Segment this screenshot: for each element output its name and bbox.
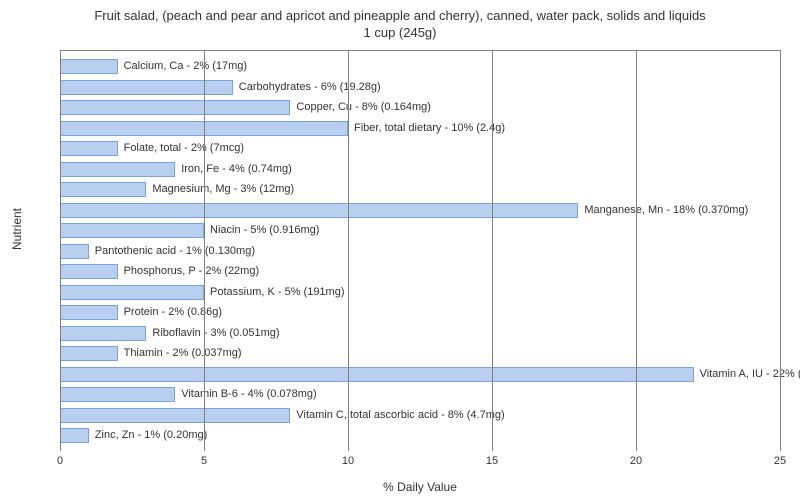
bar-label: Phosphorus, P - 2% (22mg) <box>124 265 260 277</box>
bar-row: Vitamin B-6 - 4% (0.078mg) <box>60 385 780 406</box>
bar-row: Zinc, Zn - 1% (0.20mg) <box>60 426 780 447</box>
bar-row: Riboflavin - 3% (0.051mg) <box>60 324 780 345</box>
bar-label: Iron, Fe - 4% (0.74mg) <box>181 163 292 175</box>
gridline <box>348 51 349 451</box>
bar-row: Iron, Fe - 4% (0.74mg) <box>60 160 780 181</box>
bar-label: Fiber, total dietary - 10% (2.4g) <box>354 122 505 134</box>
bar-row: Copper, Cu - 8% (0.164mg) <box>60 98 780 119</box>
bar-label: Vitamin B-6 - 4% (0.078mg) <box>181 388 317 400</box>
gridline <box>60 51 61 451</box>
title-line2: 1 cup (245g) <box>364 25 437 40</box>
bar-label: Vitamin C, total ascorbic acid - 8% (4.7… <box>296 409 504 421</box>
x-tick-label: 0 <box>57 455 63 467</box>
bar-row: Vitamin A, IU - 22% (1078IU) <box>60 365 780 386</box>
bar <box>60 182 146 197</box>
bar-label: Potassium, K - 5% (191mg) <box>210 286 345 298</box>
bar <box>60 285 204 300</box>
bar-row: Vitamin C, total ascorbic acid - 8% (4.7… <box>60 406 780 427</box>
bar-label: Niacin - 5% (0.916mg) <box>210 224 319 236</box>
bar <box>60 141 118 156</box>
x-tick-label: 20 <box>630 455 642 467</box>
bar <box>60 264 118 279</box>
chart-title: Fruit salad, (peach and pear and apricot… <box>0 0 800 42</box>
bar-row: Fiber, total dietary - 10% (2.4g) <box>60 119 780 140</box>
bar <box>60 244 89 259</box>
bar-label: Pantothenic acid - 1% (0.130mg) <box>95 245 255 257</box>
bar-row: Folate, total - 2% (7mcg) <box>60 139 780 160</box>
bar <box>60 162 175 177</box>
bar <box>60 223 204 238</box>
bar-label: Protein - 2% (0.86g) <box>124 306 222 318</box>
x-axis-label: % Daily Value <box>60 480 780 494</box>
bars-group: Calcium, Ca - 2% (17mg) Carbohydrates - 6… <box>60 57 780 447</box>
bar-label: Carbohydrates - 6% (19.28g) <box>239 81 381 93</box>
bar <box>60 387 175 402</box>
gridline <box>204 51 205 451</box>
bar-label: Copper, Cu - 8% (0.164mg) <box>296 101 431 113</box>
bar-label: Vitamin A, IU - 22% (1078IU) <box>700 368 800 380</box>
bar-row: Pantothenic acid - 1% (0.130mg) <box>60 242 780 263</box>
bar-row: Magnesium, Mg - 3% (12mg) <box>60 180 780 201</box>
bar-row: Thiamin - 2% (0.037mg) <box>60 344 780 365</box>
plot-area: Calcium, Ca - 2% (17mg) Carbohydrates - 6… <box>60 50 781 451</box>
x-tick-label: 10 <box>342 455 354 467</box>
bar-row: Carbohydrates - 6% (19.28g) <box>60 78 780 99</box>
bar <box>60 367 694 382</box>
bar <box>60 100 290 115</box>
bar <box>60 408 290 423</box>
bar <box>60 428 89 443</box>
bar-row: Manganese, Mn - 18% (0.370mg) <box>60 201 780 222</box>
bar-label: Thiamin - 2% (0.037mg) <box>124 347 242 359</box>
title-line1: Fruit salad, (peach and pear and apricot… <box>94 8 705 23</box>
gridline <box>780 51 781 451</box>
bar-row: Phosphorus, P - 2% (22mg) <box>60 262 780 283</box>
chart-container: Fruit salad, (peach and pear and apricot… <box>0 0 800 500</box>
bar <box>60 59 118 74</box>
gridline <box>636 51 637 451</box>
x-tick-label: 5 <box>201 455 207 467</box>
bar-label: Manganese, Mn - 18% (0.370mg) <box>584 204 748 216</box>
bar <box>60 346 118 361</box>
bar-label: Magnesium, Mg - 3% (12mg) <box>152 183 294 195</box>
bar-row: Potassium, K - 5% (191mg) <box>60 283 780 304</box>
x-tick-label: 25 <box>774 455 786 467</box>
bar <box>60 203 578 218</box>
bar-label: Riboflavin - 3% (0.051mg) <box>152 327 279 339</box>
bar-label: Zinc, Zn - 1% (0.20mg) <box>95 429 207 441</box>
bar <box>60 80 233 95</box>
y-axis-label: Nutrient <box>10 208 24 250</box>
bar-label: Folate, total - 2% (7mcg) <box>124 142 244 154</box>
bar-row: Niacin - 5% (0.916mg) <box>60 221 780 242</box>
bar <box>60 326 146 341</box>
bar-label: Calcium, Ca - 2% (17mg) <box>124 60 247 72</box>
gridline <box>492 51 493 451</box>
bar <box>60 305 118 320</box>
bar-row: Calcium, Ca - 2% (17mg) <box>60 57 780 78</box>
bar-row: Protein - 2% (0.86g) <box>60 303 780 324</box>
x-tick-label: 15 <box>486 455 498 467</box>
